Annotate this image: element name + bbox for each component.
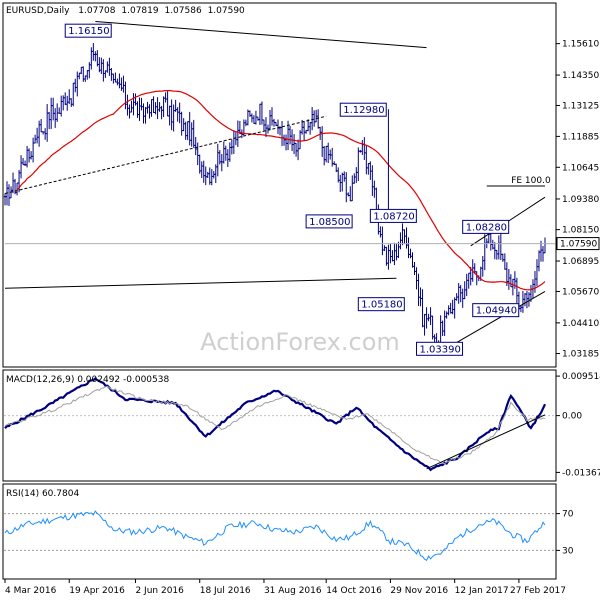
rsi-line <box>4 510 546 561</box>
x-tick-label: 4 Mar 2016 <box>5 586 57 596</box>
annotation-1-08280: 1.08280 <box>466 222 507 233</box>
x-tick-label: 14 Oct 2016 <box>326 586 382 596</box>
rsi-y-tick-label: 30 <box>562 546 574 556</box>
price-y-tick-label: 1.10645 <box>562 163 599 173</box>
annotation-1-03390-box <box>416 341 464 356</box>
ohlc-high: 1.07819 <box>121 6 158 16</box>
price-y-tick-label: 1.11885 <box>562 132 599 142</box>
channel-support-line <box>446 291 546 349</box>
ohlc-low: 1.07586 <box>164 6 201 16</box>
ohlc-open: 1.07708 <box>78 6 115 16</box>
price-y-tick-label: 1.08150 <box>562 226 599 236</box>
annotation-1-08500: 1.08500 <box>309 217 350 228</box>
rsi-title: RSI(14) 60.7804 <box>6 489 79 499</box>
price-title: EURUSD,Daily 1.07708 1.07819 1.07586 1.0… <box>6 6 245 16</box>
x-axis: 4 Mar 2016 19 Apr 2016 2 Jun 2016 18 Jul 20… <box>4 579 566 596</box>
annotation-1-05180: 1.05180 <box>361 300 402 311</box>
macd-lines <box>4 377 555 472</box>
x-tick-label: 18 Jul 2016 <box>200 586 251 596</box>
rsi-panel: 70 30 RSI(14) 60.7804 <box>2 483 574 580</box>
annotation-1-08720-box <box>369 208 417 223</box>
price-y-tick-label: 1.15610 <box>562 40 599 50</box>
moving-average <box>16 89 546 291</box>
current-price-label: 1.07590 <box>560 240 597 250</box>
annotation-1-16150-box <box>64 23 112 38</box>
price-panel: ActionForex.com 1.156101.143501.131251.1… <box>2 2 600 368</box>
watermark: ActionForex.com <box>200 328 400 356</box>
macd-y-axis: 0.009514 0.00 -0.013671 <box>556 372 600 478</box>
annotation-1-16150: 1.16150 <box>68 26 109 37</box>
macd-title: MACD(12,26,9) 0.002492 -0.000538 <box>6 375 169 385</box>
price-y-tick-label: 1.04410 <box>562 319 599 329</box>
annotation-1-05180-box <box>357 297 405 312</box>
macd-y-tick-label: -0.013671 <box>562 468 600 478</box>
macd-trend-line <box>426 414 546 470</box>
annotation-1-12980-box <box>339 102 387 117</box>
price-y-tick-label: 1.06895 <box>562 257 599 267</box>
support-line-horizontal <box>4 277 397 289</box>
price-title-symbol: EURUSD,Daily <box>6 6 70 16</box>
x-tick-label: 12 Jan 2017 <box>455 586 509 596</box>
annotation-1-08280-box <box>462 219 510 234</box>
price-y-tick-label: 1.14350 <box>562 71 599 81</box>
x-tick-label: 2 Jun 2016 <box>135 586 184 596</box>
macd-panel: 0.009514 0.00 -0.013671 MACD(12,26,9) 0.00… <box>2 369 600 482</box>
x-tick-label: 27 Feb 2017 <box>510 586 566 596</box>
annotation-1-04940: 1.04940 <box>476 306 517 317</box>
rsi-y-tick-label: 70 <box>562 510 574 520</box>
x-tick-label: 31 Aug 2016 <box>264 586 322 596</box>
annotation-1-12980: 1.12980 <box>343 105 384 116</box>
rsi-y-axis: 70 30 <box>556 510 574 556</box>
x-tick-label: 29 Nov 2016 <box>390 586 448 596</box>
macd-y-tick-label: 0.009514 <box>562 372 600 382</box>
price-y-tick-label: 1.03185 <box>562 350 599 360</box>
price-y-axis: 1.15610 1.14350 1.13125 1.11885 1.10645 1.093… <box>556 40 600 360</box>
dashed-trend-line <box>4 115 327 194</box>
price-annotations: 1.16150 1.12980 1.08500 1.08720 1.08280 1.051… <box>64 23 551 356</box>
moving-average-line <box>16 89 546 291</box>
trend-lines <box>4 20 555 351</box>
macd-panel-frame <box>2 369 557 482</box>
annotation-1-08720: 1.08720 <box>373 211 414 222</box>
price-y-tick-label: 1.05670 <box>562 287 599 297</box>
price-bars <box>3 42 547 355</box>
annotation-1-08500-box <box>305 214 353 229</box>
x-tick-label: 19 Apr 2016 <box>69 586 125 596</box>
fe-label: FE 100.0 <box>511 176 551 186</box>
rsi-lines <box>4 510 555 561</box>
macd-signal-line <box>4 385 546 465</box>
rsi-panel-frame <box>2 483 557 580</box>
annotation-1-03390: 1.03390 <box>420 344 461 355</box>
price-y-tick-label: 1.13125 <box>562 101 599 111</box>
annotation-1-04940-box <box>472 303 520 318</box>
ohlc-close: 1.07590 <box>208 6 245 16</box>
current-price-tag <box>556 237 600 251</box>
macd-y-tick-label: 0.00 <box>562 412 582 422</box>
resistance-line-top <box>95 20 427 49</box>
price-y-tick-label: 1.09380 <box>562 195 599 205</box>
price-panel-frame <box>2 2 557 368</box>
